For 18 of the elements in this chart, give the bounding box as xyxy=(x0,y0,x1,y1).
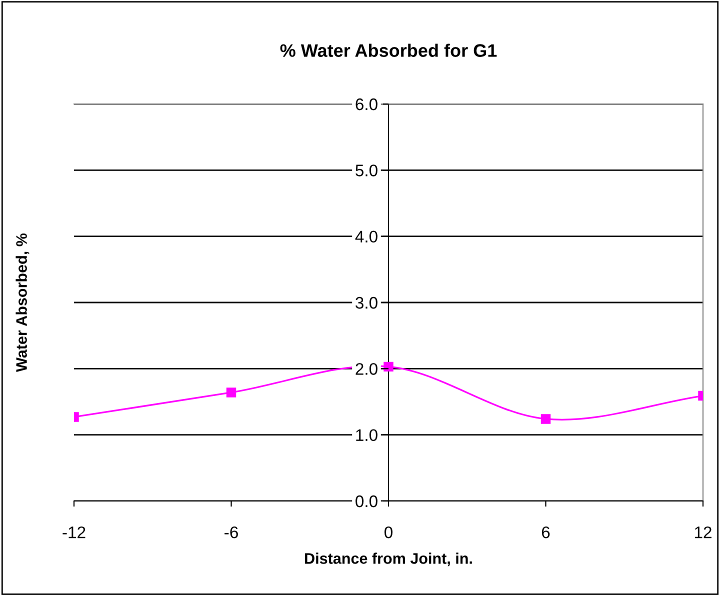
y-tick-label: 4.0 xyxy=(355,230,378,243)
y-tick-label: 1.0 xyxy=(356,429,378,442)
point xyxy=(540,414,551,424)
y-tick-label: 0.0 xyxy=(356,495,378,508)
point xyxy=(226,388,236,398)
y-tick-label: 2.0 xyxy=(356,363,378,375)
y-tick-label: 6.0 xyxy=(356,98,378,110)
y-tick-label: 3.0 xyxy=(356,296,378,309)
x-tick-label: -6 xyxy=(224,526,238,538)
y-axis-title: Water Absorbed, % xyxy=(16,233,30,372)
x-axis-title: Distance from Joint, in. xyxy=(305,552,472,566)
y-tick-label: 5.0 xyxy=(356,164,378,176)
x-tick-label: 12 xyxy=(695,526,712,538)
chart-title: % Water Absorbed for G1 xyxy=(280,44,497,57)
x-tick-label: 6 xyxy=(542,526,550,538)
x-tick-label: 0 xyxy=(384,526,392,538)
point xyxy=(384,362,394,372)
x-tick-label: -12 xyxy=(62,526,86,538)
